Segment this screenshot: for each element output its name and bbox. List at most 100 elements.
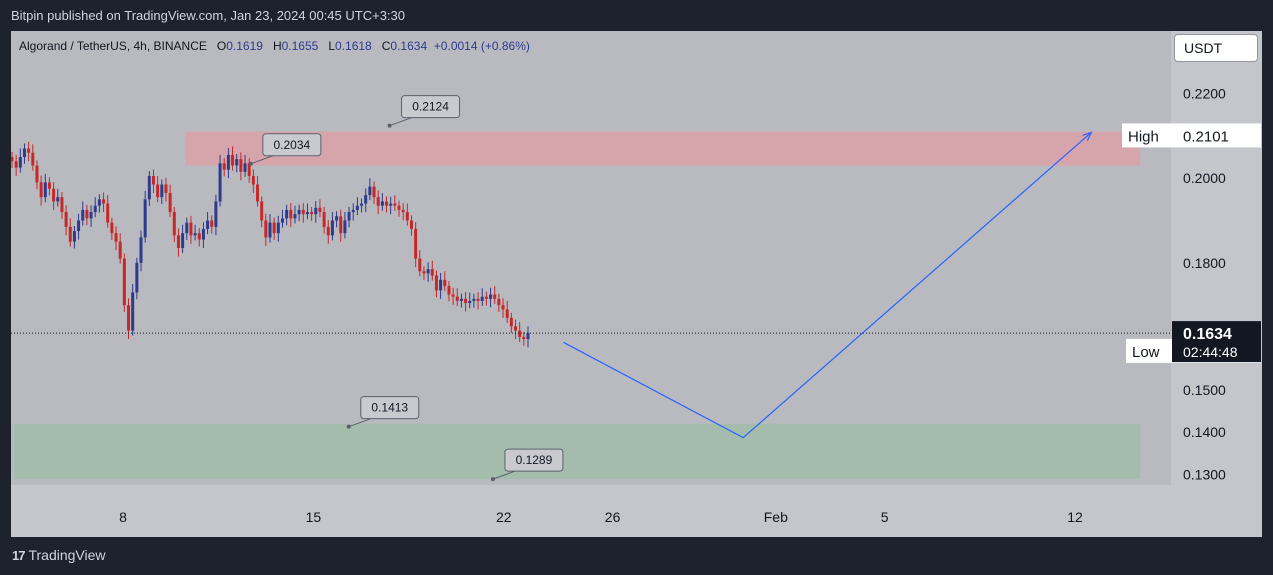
candle-body: [18, 157, 22, 168]
candle-body: [127, 305, 131, 331]
candle-body: [197, 233, 201, 240]
candle-body: [301, 209, 305, 215]
high-marker-label: High: [1128, 128, 1159, 145]
candle-body: [206, 220, 210, 229]
candle-body: [60, 197, 64, 213]
time-axis[interactable]: [11, 485, 1171, 537]
candle-body: [493, 294, 497, 299]
high-label: H: [272, 39, 282, 53]
callout-anchor: [346, 424, 351, 429]
currency-selector[interactable]: USDT: [1174, 34, 1258, 62]
candle-body: [156, 184, 160, 198]
tradingview-logo[interactable]: 17 TradingView: [12, 547, 106, 563]
candle-body: [31, 152, 35, 166]
candle-body: [464, 298, 468, 304]
price-axis[interactable]: [1171, 31, 1262, 537]
candle-body: [135, 262, 139, 293]
candle-body: [335, 216, 339, 221]
callout-box: [504, 448, 564, 472]
candle-body: [68, 226, 72, 242]
candle-body: [443, 279, 447, 287]
bar-countdown: 02:44:48: [1183, 344, 1238, 360]
candle-body: [47, 182, 51, 189]
resistance-zone: [185, 131, 1141, 166]
candle-body: [106, 203, 110, 223]
candle-body: [139, 237, 143, 263]
candle-body: [330, 220, 334, 236]
candle-body: [201, 228, 205, 240]
candle-body: [27, 148, 31, 153]
symbol-legend: Algorand / TetherUS, 4h, BINANCE O0.1619…: [19, 39, 530, 53]
projection-line: [563, 131, 1092, 439]
candle-body: [326, 226, 330, 236]
time-tick-label: 26: [605, 509, 621, 525]
candles-layer: [11, 141, 1171, 348]
publish-info: Bitpin published on TradingView.com, Jan…: [0, 0, 1273, 31]
candle-body: [260, 201, 264, 221]
candle-body: [472, 298, 476, 301]
candle-body: [131, 292, 135, 331]
change-value: +0.0014 (+0.86%): [433, 39, 530, 53]
callout-label: 0.1413: [371, 401, 408, 415]
candle-body: [489, 294, 493, 299]
candle-body: [243, 163, 247, 172]
callout-box: [360, 396, 420, 420]
candle-body: [509, 317, 513, 327]
candle-body: [468, 300, 472, 304]
callouts-layer: 0.2124 0.2034 0.1413 0.1289: [248, 95, 564, 482]
candle-body: [314, 207, 318, 215]
candle-body: [430, 269, 434, 276]
candle-body: [343, 220, 347, 234]
candle-body: [147, 176, 151, 200]
candle-body: [122, 258, 126, 306]
open-label: O: [216, 39, 227, 53]
candle-body: [11, 157, 14, 162]
candle-body: [459, 298, 463, 301]
candle-body: [389, 203, 393, 206]
candle-body: [385, 201, 389, 206]
candle-body: [480, 296, 484, 301]
candle-body: [522, 336, 526, 340]
candle-body: [501, 305, 505, 310]
candle-body: [160, 184, 164, 198]
candle-body: [339, 216, 343, 234]
chart-panel: 0.2124 0.2034 0.1413 0.1289 0.1300 0.1400 0.1…: [11, 31, 1262, 537]
candle-body: [476, 298, 480, 301]
candle-body: [189, 222, 193, 236]
close-value: 0.1634: [390, 39, 428, 53]
price-tick-label: 0.2000: [1183, 170, 1226, 186]
time-tick-label: 5: [881, 509, 889, 525]
time-tick-label: 8: [119, 509, 127, 525]
candle-body: [118, 241, 122, 259]
time-tick-label: 22: [496, 509, 512, 525]
candle-body: [518, 330, 522, 337]
candle-body: [318, 207, 322, 213]
candle-body: [43, 182, 47, 198]
candle-body: [93, 205, 97, 213]
candle-body: [143, 199, 147, 238]
axis-labels-layer: 0.1300 0.1400 0.1500 0.1800 0.2000 0.2200 8 15 2…: [119, 86, 1261, 525]
candle-body: [505, 309, 509, 318]
time-tick-label: Feb: [764, 509, 788, 525]
candle-body: [293, 214, 297, 219]
candle-body: [114, 233, 118, 242]
candle-body: [360, 203, 364, 206]
candle-body: [376, 197, 380, 206]
candle-body: [77, 220, 81, 232]
price-tick-label: 0.1500: [1183, 382, 1226, 398]
candle-body: [305, 212, 309, 215]
high-value: 0.1655: [281, 39, 319, 53]
candle-body: [289, 209, 293, 219]
candle-body: [280, 218, 284, 223]
low-label: L: [328, 39, 336, 53]
callout-leader: [250, 155, 274, 165]
candle-body: [102, 199, 106, 204]
candle-body: [297, 209, 301, 215]
candle-body: [181, 233, 185, 249]
candle-body: [151, 176, 155, 185]
candle-body: [85, 209, 89, 219]
candle-body: [22, 148, 26, 157]
callout-anchor: [248, 161, 253, 166]
last-price-value: 0.1634: [1183, 326, 1232, 343]
